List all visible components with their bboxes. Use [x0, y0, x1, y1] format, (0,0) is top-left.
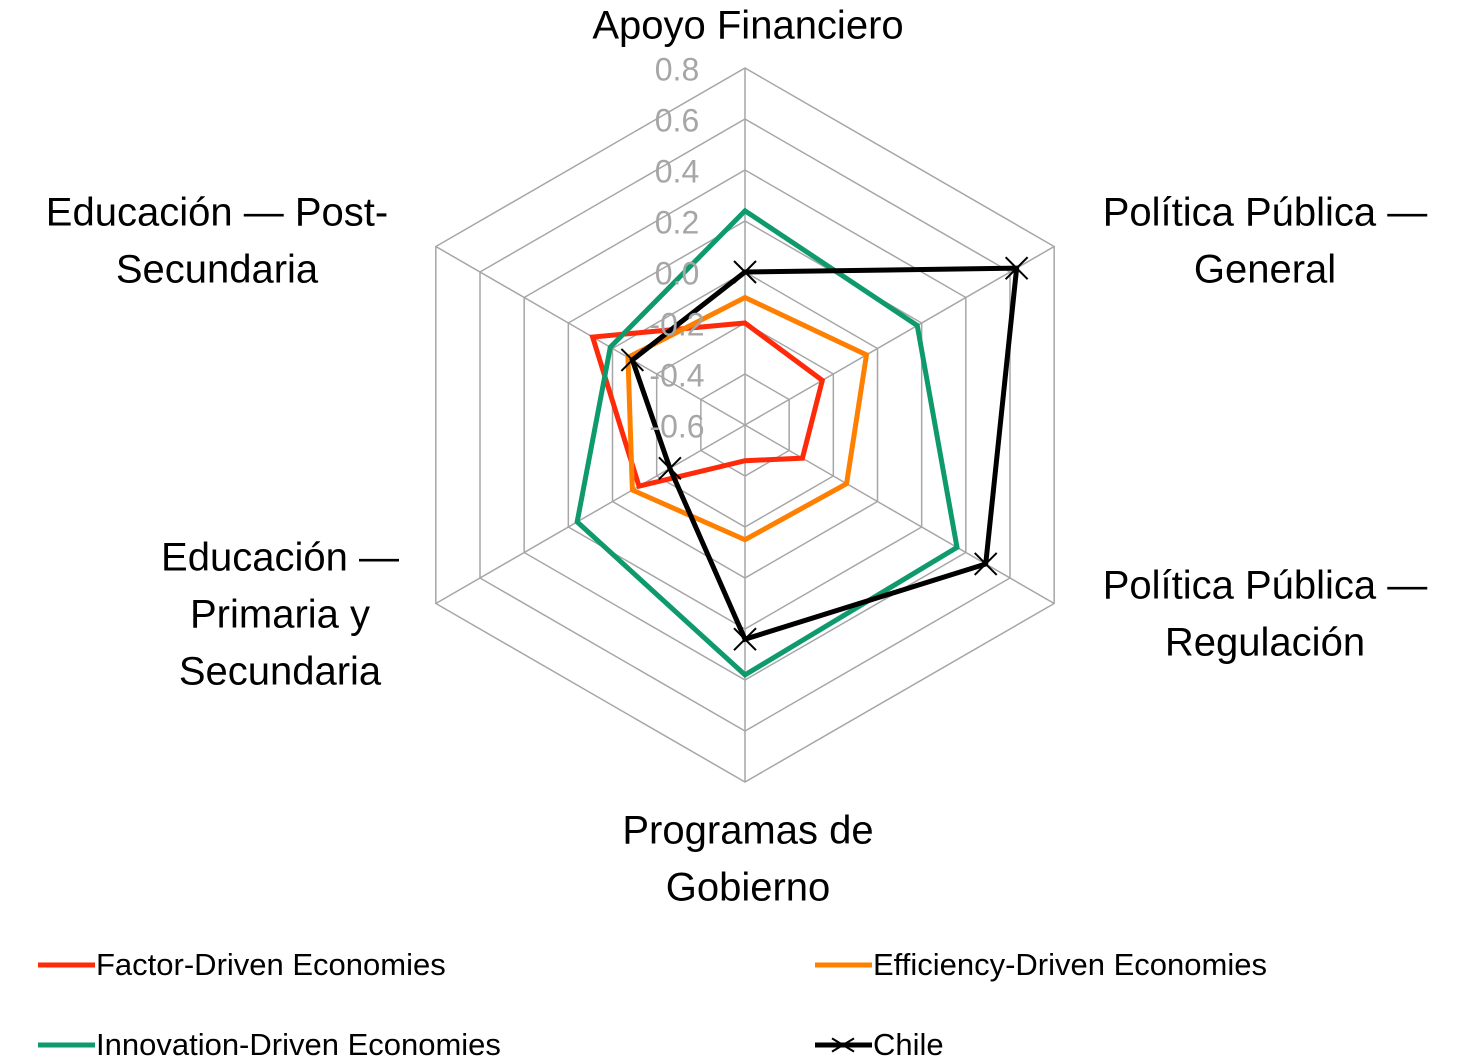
legend-label: Innovation-Driven Economies	[96, 1027, 501, 1062]
category-label: Regulación	[1165, 621, 1365, 665]
spoke	[744, 424, 1055, 605]
marker	[974, 552, 998, 576]
category-label: Secundaria	[116, 248, 319, 292]
spoke	[435, 424, 746, 605]
tick-label: 0.4	[655, 153, 699, 189]
series-line	[589, 320, 826, 490]
tick-label: 0.6	[655, 102, 699, 138]
legend-label: Factor-Driven Economies	[96, 947, 446, 982]
category-label: Primaria y	[190, 593, 370, 637]
marker	[658, 456, 682, 481]
plot: -0.6 -0.4 -0.2 0.0 0.2 0.4 0.6 0.8	[574, 51, 1029, 679]
tick-label: -0.2	[649, 306, 704, 342]
marker	[1004, 256, 1029, 280]
marker	[733, 260, 757, 284]
tick-label: 0.2	[655, 204, 699, 240]
tick-label: 0.8	[655, 51, 699, 87]
category-label: Política Pública —	[1103, 564, 1428, 608]
category-label: Programas de	[622, 809, 873, 853]
category-label: Educación — Post-	[46, 191, 388, 235]
marker	[620, 348, 645, 372]
legend-marker	[831, 1037, 855, 1053]
tick-label: 0.0	[655, 255, 699, 291]
category-label: Gobierno	[666, 866, 831, 910]
series-line	[625, 294, 870, 543]
category-label: Secundaria	[179, 650, 382, 694]
spoke	[744, 245, 1055, 426]
legend-label: Chile	[873, 1027, 944, 1062]
category-label: Educación —	[161, 536, 399, 580]
category-label: Apoyo Financiero	[592, 4, 903, 48]
category-label: General	[1194, 248, 1336, 292]
tick-label: -0.4	[649, 357, 704, 393]
legend-label: Efficiency-Driven Economies	[873, 947, 1267, 982]
category-label: Política Pública —	[1103, 191, 1428, 235]
marker	[733, 627, 757, 651]
series-line	[574, 207, 960, 679]
tick-label: -0.6	[649, 408, 704, 444]
